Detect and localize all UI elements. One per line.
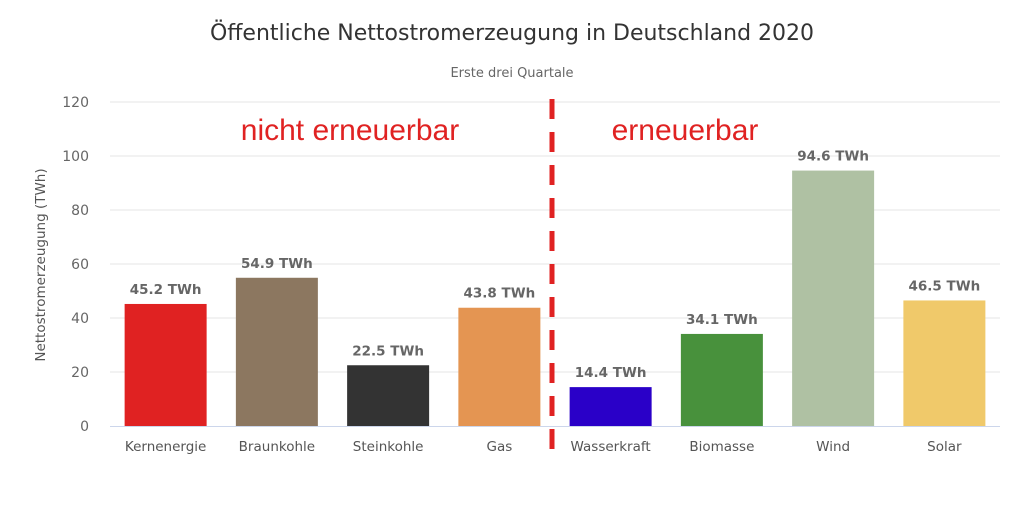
x-tick-label: Braunkohle — [239, 439, 315, 455]
bar-gas — [458, 307, 541, 426]
y-tick-label: 100 — [62, 149, 89, 165]
y-axis-label: Nettostromerzeugung (TWh) — [33, 168, 49, 361]
x-tick-label: Kernenergie — [125, 439, 206, 455]
y-tick-label: 60 — [71, 257, 89, 273]
x-tick-label: Gas — [486, 439, 512, 455]
data-label: 43.8 TWh — [464, 286, 536, 302]
bars — [124, 170, 986, 426]
data-labels: 45.2 TWh 54.9 TWh 22.5 TWh 43.8 TWh 14.4 TWh… — [130, 149, 980, 382]
x-tick-label: Solar — [927, 439, 962, 455]
data-label: 22.5 TWh — [352, 343, 424, 359]
annotation-renewable: erneuerbar — [612, 114, 759, 147]
data-label: 45.2 TWh — [130, 282, 202, 298]
y-axis-ticks: 0 20 40 60 80 100 120 — [62, 95, 89, 435]
chart-subtitle: Erste drei Quartale — [450, 66, 573, 81]
data-label: 54.9 TWh — [241, 256, 313, 272]
x-tick-label: Biomasse — [689, 439, 754, 455]
y-tick-label: 40 — [71, 311, 89, 327]
bar-solar — [903, 300, 986, 426]
bar-steinkohle — [347, 365, 430, 426]
data-label: 46.5 TWh — [909, 278, 981, 294]
data-label: 14.4 TWh — [575, 365, 647, 381]
bar-braunkohle — [235, 277, 318, 426]
bar-wasserkraft — [569, 387, 652, 426]
y-tick-label: 20 — [71, 365, 89, 381]
y-tick-label: 80 — [71, 203, 89, 219]
x-axis-ticks: Kernenergie Braunkohle Steinkohle Gas Wasser… — [125, 439, 962, 455]
y-tick-label: 120 — [62, 95, 89, 111]
annotation-non-renewable: nicht erneuerbar — [241, 114, 459, 147]
y-tick-label: 0 — [80, 419, 89, 435]
x-tick-label: Steinkohle — [353, 439, 424, 455]
data-label: 34.1 TWh — [686, 312, 758, 328]
x-tick-label: Wasserkraft — [571, 439, 651, 455]
bar-wind — [792, 170, 875, 426]
chart-title: Öffentliche Nettostromerzeugung in Deuts… — [210, 20, 814, 46]
data-label: 94.6 TWh — [797, 149, 869, 165]
bar-kernenergie — [124, 303, 207, 426]
bar-biomasse — [680, 333, 763, 426]
x-tick-label: Wind — [816, 439, 850, 455]
